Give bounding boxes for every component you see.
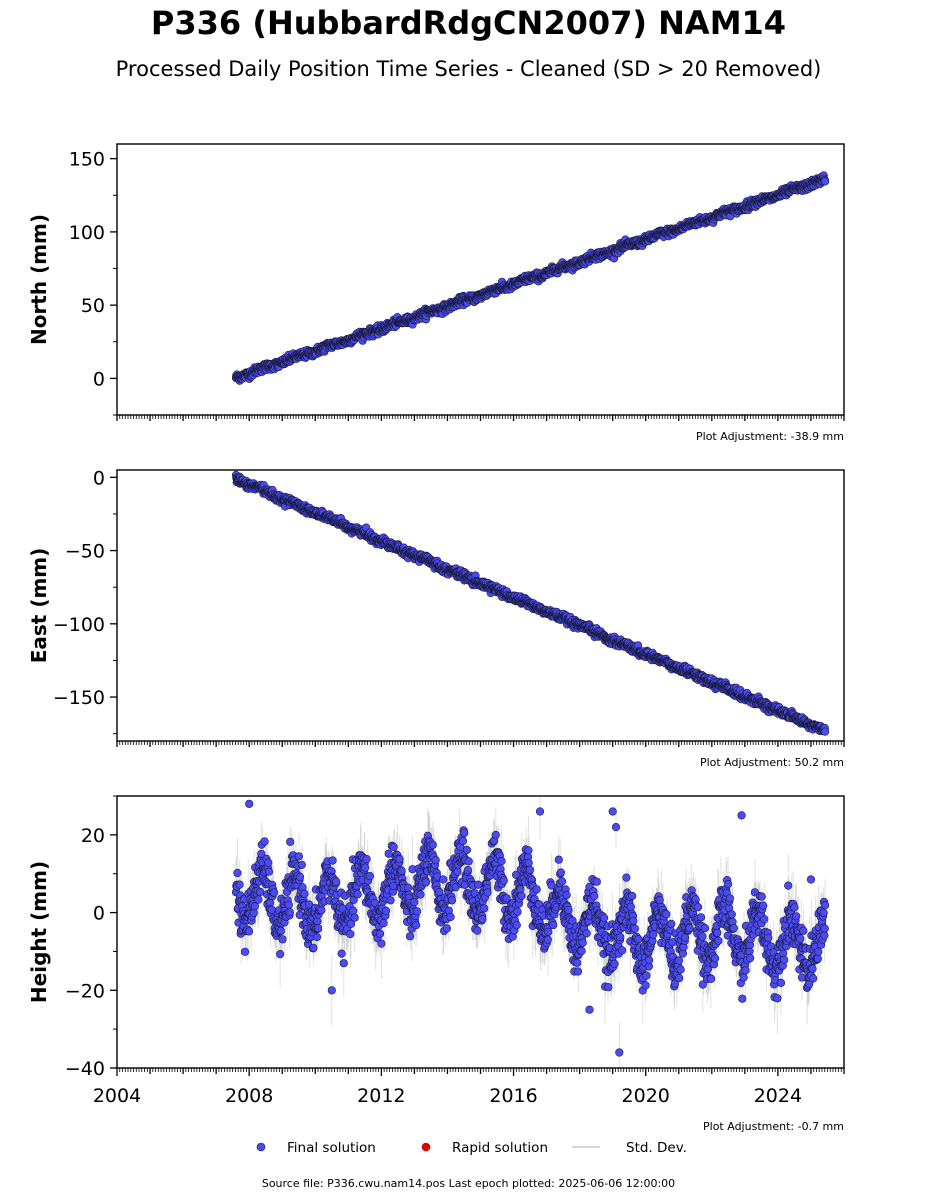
final-solution-points [231,171,830,385]
data-point [820,177,830,186]
final-solution-points [231,470,830,736]
data-layer [231,171,830,386]
y-tick-label: 100 [69,222,105,244]
plot-frame [116,143,845,416]
y-tick-label: 50 [81,295,105,317]
y-axis-label: North (mm) [27,214,51,345]
chart-title: P336 (HubbardRdgCN2007) NAM14 [150,4,787,42]
panel-north: 0 50 100 150 North (mm) Plot Adjustment: -38.… [27,143,845,443]
chart-subtitle: Processed Daily Position Time Series - C… [115,57,822,81]
data-layer [231,470,830,736]
y-tick-label: 0 [93,368,105,390]
y-tick-label: 150 [69,149,105,171]
plot-adjustment-note: Plot Adjustment: -38.9 mm [696,430,844,443]
